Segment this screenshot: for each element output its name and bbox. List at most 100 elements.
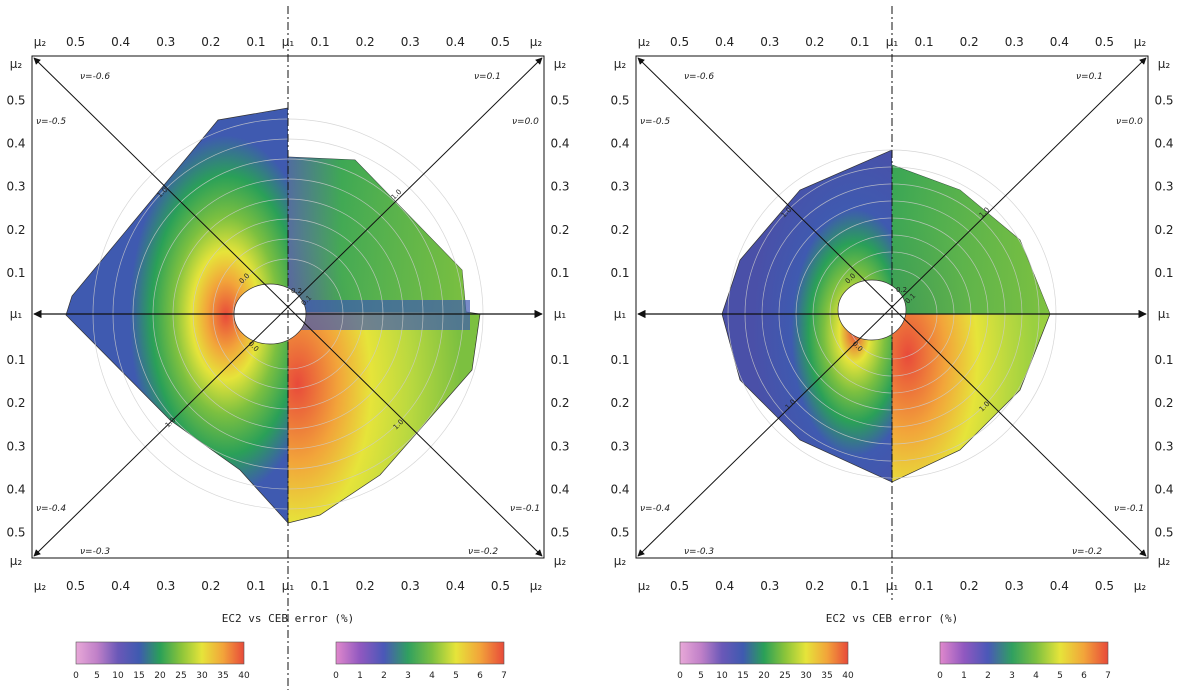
tick-label: 0.1 [915, 579, 934, 593]
tick-label: 0.4 [1154, 482, 1173, 496]
mu2-label: μ₂ [638, 35, 651, 49]
colorbar-tick-label: 0 [333, 671, 339, 681]
mu2-label: μ₂ [10, 554, 23, 568]
nu-label: ν=0.0 [1116, 117, 1143, 127]
tick-label: 0.5 [1095, 579, 1114, 593]
colorbar-tick-label: 40 [238, 671, 250, 681]
tick-label: 0.2 [1154, 396, 1173, 410]
tick-label: 0.1 [311, 579, 330, 593]
tick-labels: μ₂ μ₂ μ₁ 0.5 0.5 0.4 0.4 0.3 0.3 0.2 0.2 0.1 0.1 μ₂ μ₂… [6, 35, 1173, 593]
colorbar-tick-label: 1 [961, 671, 967, 681]
mu2-label: μ₂ [554, 554, 567, 568]
colorbar-tick-label: 0 [677, 671, 683, 681]
colorbar-tick-label: 35 [217, 671, 228, 681]
tick-label: 0.2 [610, 396, 629, 410]
tick-label: 0.4 [6, 482, 25, 496]
colorbar-tick-label: 0 [937, 671, 943, 681]
colorbar-tick-label: 6 [1081, 671, 1087, 681]
tick-label: 0.4 [446, 35, 465, 49]
tick-label: 0.3 [6, 439, 25, 453]
colorbar-tick-label: 5 [453, 671, 459, 681]
nu-label: ν=-0.4 [640, 504, 670, 514]
tick-label: 0.1 [246, 579, 265, 593]
tick-label: 0.5 [491, 579, 510, 593]
nu-label: ν=-0.5 [36, 117, 66, 127]
tick-label: 0.2 [201, 35, 220, 49]
tick-label: 0.5 [1095, 35, 1114, 49]
nu-label: ν=-0.2 [468, 547, 498, 557]
mu1-label: μ₁ [282, 35, 295, 49]
colorbar-tick-label: 2 [381, 671, 387, 681]
tick-label: 0.1 [311, 35, 330, 49]
iso-label: 0.2 [896, 286, 907, 294]
mu2-label: μ₂ [530, 579, 543, 593]
tick-label: 0.5 [1154, 526, 1173, 540]
mu2-label: μ₂ [554, 57, 567, 71]
colorbar-tick-label: 10 [716, 671, 728, 681]
tick-label: 0.1 [550, 353, 569, 367]
tick-label: 0.4 [111, 35, 130, 49]
tick-label: 0.3 [6, 180, 25, 194]
colorbar-tick-label: 4 [1033, 671, 1039, 681]
nu-label: ν=-0.5 [640, 117, 670, 127]
tick-label: 0.1 [246, 35, 265, 49]
mu2-label: μ₂ [614, 57, 627, 71]
tick-label: 0.1 [6, 353, 25, 367]
colorbar-tick-label: 20 [154, 671, 166, 681]
tick-label: 0.1 [915, 35, 934, 49]
tick-label: 0.3 [1154, 180, 1173, 194]
mu1-label: μ₁ [1158, 307, 1171, 321]
colorbar-tick-label: 2 [985, 671, 991, 681]
tick-label: 0.5 [670, 35, 689, 49]
mu1-label: μ₁ [614, 307, 627, 321]
tick-label: 0.5 [1154, 93, 1173, 107]
colorbar-tick-label: 10 [112, 671, 124, 681]
tick-label: 0.3 [610, 180, 629, 194]
colorbar-tick-label: 5 [94, 671, 100, 681]
tick-label: 0.5 [6, 526, 25, 540]
colorbar-tick-label: 3 [405, 671, 411, 681]
tick-label: 0.3 [760, 35, 779, 49]
nu-label: ν=0.0 [512, 117, 539, 127]
colorbar-tick-label: 1 [357, 671, 363, 681]
tick-label: 0.2 [550, 223, 569, 237]
nu-label: ν=-0.4 [36, 504, 66, 514]
tick-label: 0.3 [610, 439, 629, 453]
tick-label: 0.1 [850, 35, 869, 49]
tick-label: 0.5 [66, 35, 85, 49]
tick-label: 0.2 [6, 223, 25, 237]
colorbar-tick-label: 25 [779, 671, 790, 681]
tick-label: 0.4 [715, 35, 734, 49]
colorbar-tick-label: 30 [800, 671, 812, 681]
tick-label: 0.5 [610, 93, 629, 107]
tick-label: 0.2 [805, 35, 824, 49]
colorbar [335, 641, 505, 665]
tick-label: 0.2 [201, 579, 220, 593]
tick-label: 0.1 [550, 266, 569, 280]
panel-1 [31, 6, 545, 690]
tick-label: 0.5 [491, 35, 510, 49]
tick-label: 0.4 [1050, 35, 1069, 49]
tick-label: 0.4 [550, 137, 569, 151]
tick-label: 0.4 [446, 579, 465, 593]
nu-label: ν=0.1 [1076, 72, 1103, 82]
tick-label: 0.2 [805, 579, 824, 593]
mu2-label: μ₂ [34, 35, 47, 49]
tick-label: 0.5 [66, 579, 85, 593]
nu-label: ν=-0.6 [80, 72, 110, 82]
colorbar-tick-label: 25 [175, 671, 186, 681]
tick-label: 0.4 [610, 482, 629, 496]
tick-label: 0.5 [610, 526, 629, 540]
tick-label: 0.4 [111, 579, 130, 593]
tick-label: 0.3 [156, 35, 175, 49]
mu2-label: μ₂ [1158, 554, 1171, 568]
tick-label: 0.2 [960, 579, 979, 593]
tick-label: 0.2 [550, 396, 569, 410]
tick-label: 0.5 [550, 93, 569, 107]
colorbar-tick-label: 35 [821, 671, 832, 681]
colorbar-tick-label: 7 [1105, 671, 1111, 681]
tick-label: 0.3 [401, 35, 420, 49]
tick-label: 0.2 [960, 35, 979, 49]
mu2-label: μ₂ [1158, 57, 1171, 71]
